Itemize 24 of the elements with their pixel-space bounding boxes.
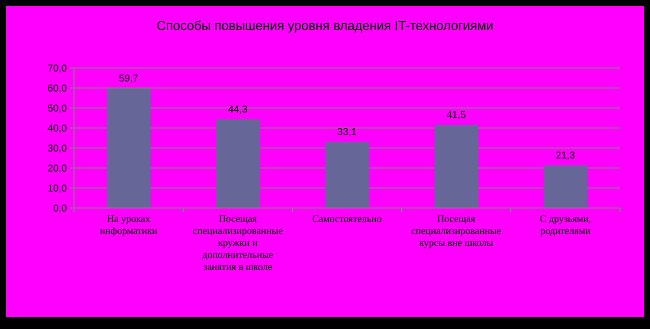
y-tick-label: 50,0	[48, 104, 68, 114]
data-label: 33,1	[337, 126, 358, 138]
y-tick-label: 30,0	[48, 144, 68, 154]
y-tick-label: 60,0	[48, 84, 68, 94]
x-tick-label: На уроках информатики	[100, 214, 158, 237]
data-label: 44,3	[228, 104, 248, 116]
data-label: 41,5	[446, 110, 466, 121]
x-tick-label: Самостоятельно	[312, 214, 382, 225]
bar	[216, 119, 260, 208]
x-tick-label: С друзьями, родителями	[540, 214, 592, 237]
x-tick-label: Посещая специализированные кружки и дополнительные занятия в школе	[192, 214, 284, 273]
data-label: 59,7	[118, 74, 139, 85]
y-tick-label: 70,0	[48, 64, 68, 74]
y-tick-label: 10,0	[48, 184, 68, 194]
bar	[544, 165, 588, 208]
bar	[106, 88, 150, 208]
y-tick-label: 40,0	[48, 124, 68, 134]
chart-title: Способы повышения уровня владения IT-технологиями	[156, 18, 494, 33]
bar	[325, 142, 369, 208]
data-label: 21,3	[556, 150, 576, 162]
bar	[434, 125, 478, 208]
y-tick-label: 20,0	[48, 164, 68, 174]
x-tick-label: Посещая специализированные курсы вне школы	[411, 214, 502, 249]
y-tick-label: 0,0	[53, 204, 68, 214]
